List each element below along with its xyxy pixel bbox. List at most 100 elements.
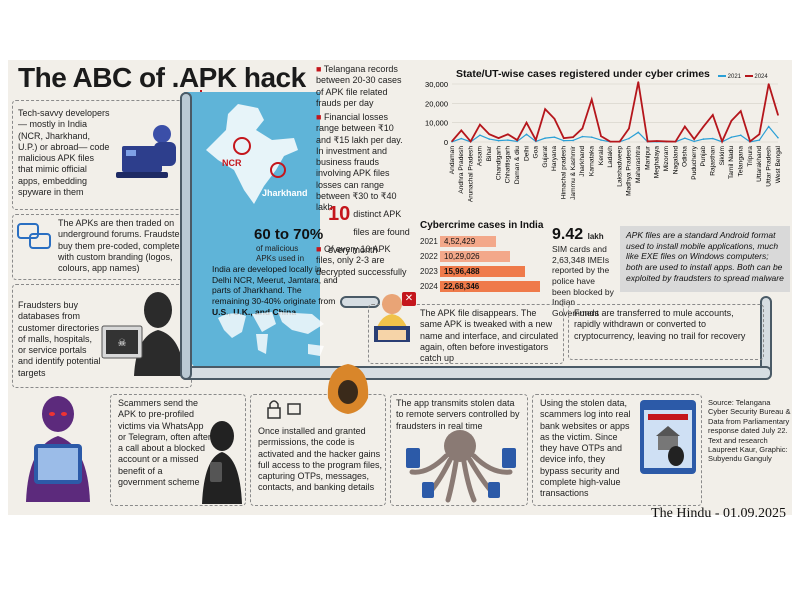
series-point-2021 — [460, 137, 463, 140]
series-point-2024 — [730, 119, 733, 122]
series-point-2021 — [553, 136, 556, 138]
x-tick-label: Daman & diu — [514, 146, 521, 184]
cyber-row: 2022 10,29,026 — [420, 251, 540, 262]
page-title: The ABC of .APK hack — [18, 62, 306, 93]
step-8-box — [368, 304, 564, 364]
cyber-row-year: 2022 — [420, 252, 438, 261]
cyber-row: 2021 4,52,429 — [420, 236, 540, 247]
series-line-2021 — [451, 125, 779, 143]
credit-line: The Hindu - 01.09.2025 — [651, 506, 786, 521]
lock-icon — [264, 394, 308, 429]
series-point-2021 — [693, 140, 695, 143]
x-tick-label: Tamil Nadu — [728, 146, 735, 179]
step-3-text: Fraudsters buy databases from customer d… — [18, 300, 101, 378]
series-point-2021 — [684, 137, 686, 139]
x-tick-label: West Bengal — [775, 145, 782, 183]
step-1-text: Tech-savvy developers — mostly in India … — [18, 108, 110, 197]
series-point-2024 — [712, 114, 714, 116]
series-point-2024 — [618, 140, 621, 143]
delete-icon: ✕ — [402, 292, 416, 306]
series-point-2021 — [637, 131, 640, 134]
series-point-2024 — [590, 98, 593, 101]
chat-bubbles-icon — [16, 222, 52, 257]
series-point-2021 — [581, 135, 584, 138]
series-line-2024 — [451, 81, 779, 144]
fact-of-every: ■ Of every 10 APK files, only 2-3 are de… — [316, 244, 407, 277]
series-point-2024 — [544, 108, 546, 110]
x-tick-label: Uttar Pradesh — [765, 146, 772, 187]
distinct-apk-number: 10 — [328, 203, 351, 225]
series-point-2024 — [777, 114, 779, 116]
series-point-2024 — [693, 138, 695, 140]
x-tick-label: Nagaland — [672, 146, 679, 175]
series-point-2021 — [777, 136, 779, 139]
map-label-ncr: NCR — [222, 158, 242, 168]
octopus-illustration — [398, 424, 524, 509]
phone-hacker-illustration — [10, 392, 106, 507]
series-point-2021 — [525, 133, 528, 136]
step-7-text: Using the stolen data, scammers log into… — [540, 398, 631, 498]
pipe-middle-horizontal — [180, 366, 772, 380]
series-point-2024 — [767, 83, 770, 85]
legend-label-2024: 2024 — [754, 74, 768, 80]
x-tick-label: Kerala — [598, 146, 605, 165]
series-point-2024 — [758, 133, 761, 136]
y-tick-label: 30,000 — [425, 80, 448, 89]
cyber-title: Cybercrime cases in India — [420, 220, 544, 231]
series-point-2024 — [665, 140, 668, 143]
fact-1: ■ Telangana records between 20-30 cases … — [316, 64, 402, 108]
series-point-2024 — [460, 129, 463, 132]
step-6-text: The app transmits stolen data to remote … — [396, 398, 520, 431]
cyber-row-year: 2021 — [420, 237, 438, 246]
series-point-2024 — [637, 81, 640, 83]
x-tick-label: Uttarakhand — [756, 146, 763, 182]
step-4-text: Scammers send the APK to pre-profiled vi… — [118, 398, 211, 487]
x-tick-label: Odisha — [682, 146, 689, 167]
series-point-2021 — [730, 136, 733, 138]
chart-title: State/UT-wise cases registered under cyb… — [456, 68, 710, 80]
series-point-2021 — [507, 139, 509, 141]
series-point-2024 — [479, 123, 481, 126]
x-tick-label: Mizoram — [663, 145, 670, 171]
series-point-2024 — [488, 133, 491, 136]
fact-2: ■ Financial losses range between ₹10 and… — [316, 112, 403, 212]
x-tick-label: Meghalaya — [654, 146, 661, 179]
series-point-2024 — [656, 140, 658, 142]
cyber-crime-line-chart: 0 10,000 20,000 30,000 Andaman Andhra Pradesh… — [425, 80, 782, 202]
step-4-box — [110, 394, 246, 506]
x-tick-label: Andaman — [449, 146, 456, 175]
x-tick-label: Bihar — [486, 145, 493, 161]
series-point-2021 — [702, 138, 705, 140]
cyber-row: 2023 15,96,488 — [420, 266, 540, 277]
series-point-2021 — [590, 136, 593, 138]
x-tick-label: Gujarat — [542, 146, 549, 168]
hooded-hacker-illustration — [320, 362, 376, 433]
legend: 2021 2024 — [718, 74, 768, 80]
cyber-row-bar: 10,29,026 — [440, 251, 510, 262]
x-tick-label: Himachal pradesh — [561, 146, 568, 199]
cyber-rows: 2021 4,52,429 2022 10,29,026 2023 15,96,488 20… — [420, 236, 540, 296]
series-point-2024 — [749, 140, 751, 143]
series-point-2021 — [712, 137, 714, 140]
series-point-2021 — [767, 125, 770, 128]
x-tick-label: Chandigarh — [495, 146, 502, 180]
svg-text:☠: ☠ — [118, 338, 127, 349]
step-5-text: Once installed and granted permissions, … — [258, 426, 383, 493]
cyber-row: 2024 22,68,346 — [420, 281, 540, 292]
x-tick-label: Punjab — [700, 146, 707, 167]
cyber-row-bar: 15,96,488 — [440, 266, 525, 277]
series-point-2024 — [739, 110, 742, 112]
x-tick-label: Madhya Pradesh — [626, 146, 633, 196]
x-tick-label: Ladakh — [607, 146, 614, 168]
map-stat-origins: U.S., U.K., and China — [212, 306, 297, 317]
step-8-text: The APK file disappears. The same APK is… — [420, 308, 559, 363]
x-tick-label: Maharashtra — [635, 146, 642, 183]
apk-definition-text: APK files are a standard Android format … — [626, 230, 784, 283]
series-point-2024 — [628, 127, 630, 130]
step-9-box — [568, 304, 764, 360]
legend-swatch-2021 — [718, 75, 726, 78]
map-label-jharkhand: Jharkhand — [262, 188, 308, 198]
series-point-2024 — [609, 140, 612, 143]
x-tick-label: Rajasthan — [710, 146, 717, 176]
developer-illustration — [104, 116, 186, 192]
